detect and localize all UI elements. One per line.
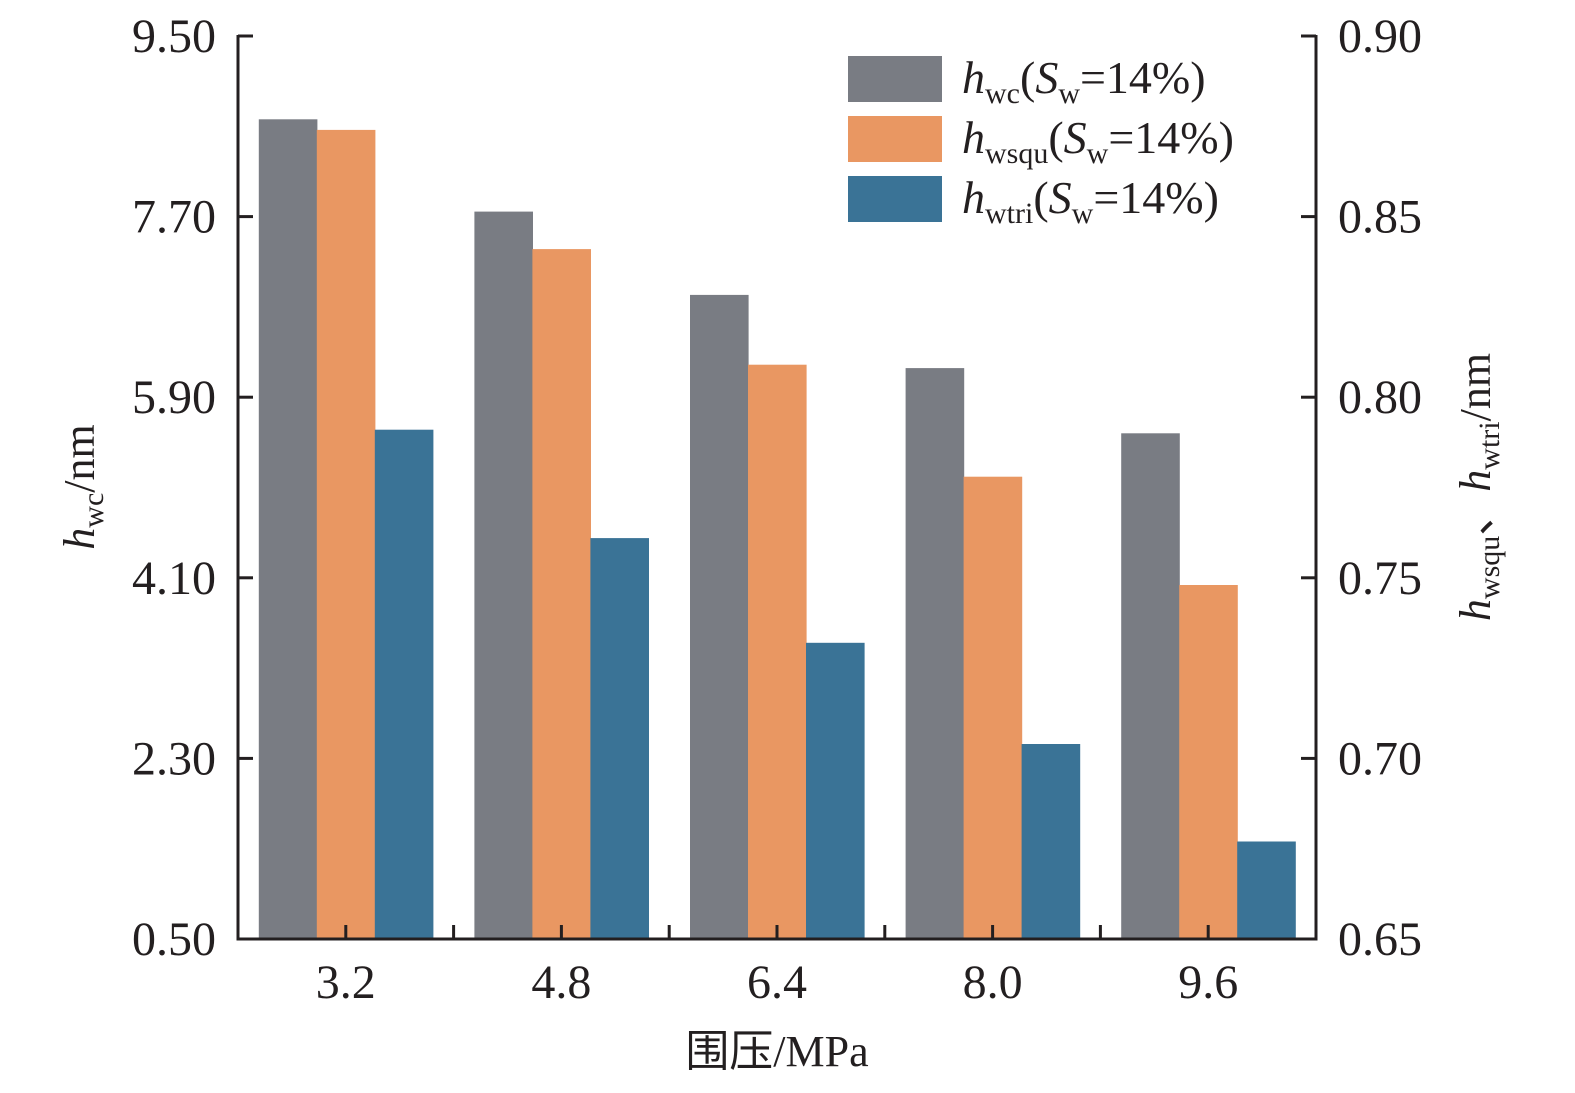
right-y-tick-label: 0.80 [1338,371,1422,424]
x-tick-label: 6.4 [747,956,807,1009]
left-y-label-sub: wc [77,493,110,528]
legend-item-hwsqu: hwsqu(Sw=14%) [848,112,1234,170]
legend-label-hwc: hwc(Sw=14%) [962,52,1206,110]
bar-wsqu-9.6 [1179,585,1238,939]
right-y-label-separator: 、 [1451,492,1500,536]
bar-wtri-8.0 [1021,744,1081,939]
bar-wsqu-8.0 [963,476,1023,939]
right-y-tick-label: 0.65 [1338,913,1422,966]
bar-wc-3.2 [258,119,318,940]
legend: hwc(Sw=14%) hwsqu(Sw=14%) hwtri(Sw=14%) [848,52,1234,230]
bar-wsqu-3.2 [316,129,376,939]
bar-wsqu-4.8 [532,249,591,940]
bar-wsqu-6.4 [748,364,807,939]
legend-label-hwtri: hwtri(Sw=14%) [962,172,1219,230]
legend-swatch-hwsqu [848,116,942,162]
right-y-tick-label: 0.75 [1338,552,1422,605]
bars-layer [258,119,1296,940]
left-y-tick-label: 9.50 [132,10,216,63]
right-y-label-symbol-2: h [1451,470,1500,492]
legend-item-hwtri: hwtri(Sw=14%) [848,172,1219,230]
legend-item-hwc: hwc(Sw=14%) [848,52,1206,110]
bar-wtri-4.8 [590,538,649,939]
x-tick-label: 9.6 [1178,956,1238,1009]
left-y-ticks: 0.50 2.30 4.10 5.90 7.70 9.50 [132,10,253,966]
left-y-label-unit: /nm [55,424,104,492]
right-y-label-unit: /nm [1451,353,1500,421]
x-axis-label: 围压/MPa [685,1027,868,1076]
left-y-tick-label: 7.70 [132,191,216,244]
bar-wtri-9.6 [1237,841,1296,939]
left-y-tick-label: 2.30 [132,732,216,785]
x-ticks: 3.2 4.8 6.4 8.0 9.6 [316,925,1238,1009]
right-y-label-symbol-1: h [1451,599,1500,621]
bar-wc-9.6 [1121,433,1180,939]
x-tick-label: 8.0 [963,956,1023,1009]
legend-label-hwsqu: hwsqu(Sw=14%) [962,112,1234,170]
bar-wtri-6.4 [806,642,865,939]
legend-swatch-hwc [848,56,942,102]
right-y-tick-label: 0.85 [1338,191,1422,244]
right-y-label-sub-2: wtri [1473,421,1506,469]
right-y-axis-label: hwsqu、hwtri/nm [1451,353,1506,621]
bar-wc-6.4 [690,294,749,939]
left-y-label-symbol: h [55,528,104,550]
x-tick-label: 3.2 [316,956,376,1009]
right-y-tick-label: 0.70 [1338,732,1422,785]
left-y-axis-label: hwc/nm [55,424,110,549]
left-y-tick-label: 4.10 [132,552,216,605]
right-y-label-sub-1: wsqu [1473,536,1506,599]
right-y-ticks: 0.65 0.70 0.75 0.80 0.85 0.90 [1301,10,1422,966]
bar-wtri-3.2 [374,429,434,939]
x-tick-label: 4.8 [531,956,591,1009]
legend-swatch-hwtri [848,176,942,222]
bar-wc-8.0 [905,368,965,940]
left-y-tick-label: 0.50 [132,913,216,966]
left-y-tick-label: 5.90 [132,371,216,424]
bar-wc-4.8 [474,211,533,940]
right-y-tick-label: 0.90 [1338,10,1422,63]
